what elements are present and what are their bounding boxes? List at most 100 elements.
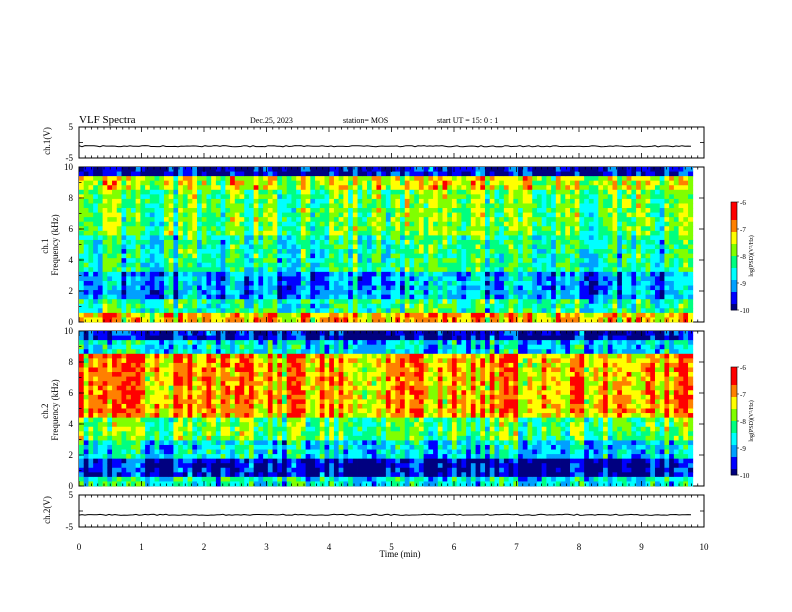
spectrogram-cell <box>437 230 443 236</box>
spectrogram-cell <box>310 271 316 277</box>
spectrogram-cell <box>555 189 561 195</box>
spectrogram-cell <box>433 194 439 200</box>
spectrogram-cell <box>263 285 269 291</box>
spectrogram-cell <box>404 280 410 286</box>
spectrogram-cell <box>225 249 231 255</box>
spectrogram-cell <box>253 203 259 209</box>
spectrogram-cell <box>154 390 160 396</box>
spectrogram-cell <box>140 235 146 241</box>
spectrogram-cell <box>409 212 415 218</box>
spectrogram-cell <box>267 180 273 186</box>
spectrogram-cell <box>154 171 160 177</box>
spectrogram-cell <box>593 198 599 204</box>
spectrogram-cell <box>475 189 481 195</box>
spectrogram-cell <box>508 258 514 264</box>
spectrogram-cell <box>565 226 571 232</box>
spectrogram-cell <box>102 303 108 309</box>
spectrogram-cell <box>88 362 94 368</box>
spectrogram-cell <box>418 171 425 177</box>
spectrogram-cell <box>97 185 103 191</box>
spectrogram-cell <box>107 217 113 223</box>
spectrogram-cell <box>640 217 646 223</box>
spectrogram-cell <box>551 235 557 241</box>
spectrogram-cell <box>248 235 255 241</box>
spectrogram-cell <box>560 176 566 182</box>
spectrogram-cell <box>631 235 637 241</box>
spectrogram-cell <box>178 267 184 273</box>
spectrogram-cell <box>371 253 377 259</box>
spectrogram-cell <box>215 171 222 177</box>
spectrogram-cell <box>654 290 661 296</box>
spectrogram-cell <box>617 312 623 318</box>
spectrogram-cell <box>343 212 349 218</box>
spectrogram-cell <box>296 171 302 177</box>
spectrogram-cell <box>135 185 141 191</box>
spectrogram-cell <box>319 189 325 195</box>
spectrogram-cell <box>234 290 240 296</box>
spectrogram-cell <box>102 381 108 387</box>
spectrogram-cell <box>130 422 137 428</box>
spectrogram-cell <box>461 189 467 195</box>
spectrogram-cell <box>640 285 646 291</box>
spectrogram-cell <box>683 230 689 236</box>
spectrogram-cell <box>673 167 679 172</box>
spectrogram-cell <box>149 472 155 478</box>
spectrogram-cell <box>116 180 122 186</box>
spectrogram-cell <box>621 299 628 305</box>
spectrogram-cell <box>159 167 165 172</box>
spectrogram-cell <box>390 203 396 209</box>
spectrogram-cell <box>522 299 528 305</box>
spectrogram-cell <box>107 176 113 182</box>
spectrogram-cell <box>126 426 132 432</box>
spectrogram-cell <box>598 180 604 186</box>
spectrogram-cell <box>343 239 349 245</box>
spectrogram-cell <box>376 262 382 268</box>
spectrogram-cell <box>116 276 122 282</box>
spectrogram-cell <box>140 440 146 446</box>
spectrogram-cell <box>300 271 307 277</box>
spectrogram-cell <box>187 198 193 204</box>
spectrogram-cell <box>688 203 694 209</box>
spectrogram-cell <box>319 308 325 314</box>
spectrogram-cell <box>149 198 155 204</box>
spectrogram-cell <box>145 185 151 191</box>
spectrogram-cell <box>140 244 146 250</box>
spectrogram-cell <box>305 217 311 223</box>
spectrogram-cell <box>163 226 170 232</box>
spectrogram-cell <box>173 171 179 177</box>
spectrogram-cell <box>371 303 377 309</box>
spectrogram-cell <box>220 226 226 232</box>
spectrogram-cell <box>366 235 373 241</box>
spectrogram-cell <box>588 267 594 273</box>
spectrogram-cell <box>631 212 637 218</box>
spectrogram-cell <box>145 180 151 186</box>
spectrogram-cell <box>253 230 259 236</box>
spectrogram-cell <box>683 312 689 318</box>
spectrogram-cell <box>593 230 599 236</box>
spectrogram-cell <box>348 290 354 296</box>
spectrogram-cell <box>282 212 288 218</box>
spectrogram-cell <box>272 203 278 209</box>
spectrogram-cell <box>329 294 335 300</box>
spectrogram-cell <box>282 198 288 204</box>
spectrogram-cell <box>518 280 524 286</box>
spectrogram-cell <box>112 390 118 396</box>
spectrogram-cell <box>645 299 651 305</box>
spectrogram-cell <box>126 463 132 469</box>
spectrogram-cell <box>112 362 118 368</box>
spectrogram-cell <box>678 290 684 296</box>
spectrogram-cell <box>357 235 363 241</box>
spectrogram-cell <box>617 203 623 209</box>
spectrogram-cell <box>112 267 118 273</box>
spectrogram-cell <box>79 253 85 259</box>
spectrogram-cell <box>329 285 335 291</box>
spectrogram-cell <box>230 244 236 250</box>
spectrogram-cell <box>673 280 679 286</box>
spectrogram-cell <box>333 189 340 195</box>
spectrogram-cell <box>263 167 269 172</box>
spectrogram-cell <box>163 189 170 195</box>
spectrogram-cell <box>461 208 467 213</box>
spectrogram-cell <box>112 344 118 350</box>
spectrogram-cell <box>319 303 325 309</box>
spectrogram-cell <box>267 221 273 227</box>
